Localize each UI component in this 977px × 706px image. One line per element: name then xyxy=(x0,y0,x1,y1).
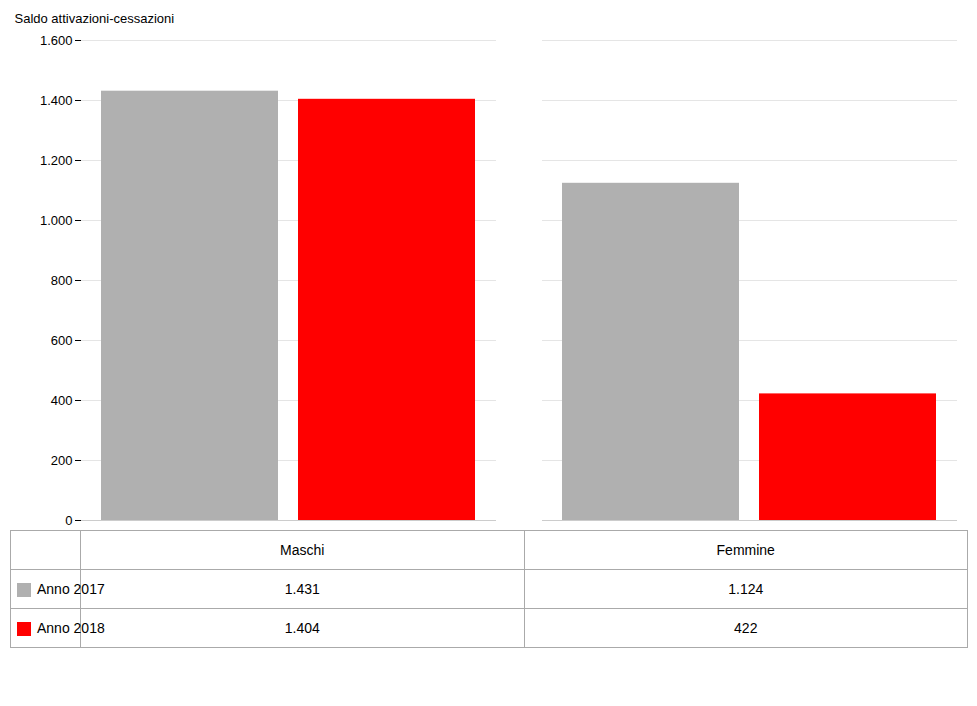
html-text:Anno 2017: Anno 2017 xyxy=(37,580,105,597)
svg-text:1.200: 1.200 xyxy=(40,153,73,168)
svg-text:0: 0 xyxy=(65,513,72,528)
svg-text:1.600: 1.600 xyxy=(40,33,73,48)
svg-text:200: 200 xyxy=(51,453,73,468)
html-text:1.124: 1.124 xyxy=(728,581,764,597)
html-text:Femmine: Femmine xyxy=(716,542,775,558)
html-text:422: 422 xyxy=(734,620,758,636)
html-text:Anno 2018: Anno 2018 xyxy=(37,619,105,636)
html-text:Maschi: Maschi xyxy=(280,542,325,558)
svg-text:400: 400 xyxy=(51,393,73,408)
svg-text:800: 800 xyxy=(51,273,73,288)
svg-text:600: 600 xyxy=(51,333,73,348)
svg-text:Saldo attivazioni-cessazioni: Saldo attivazioni-cessazioni xyxy=(15,11,175,26)
html-text:1.431: 1.431 xyxy=(284,581,320,597)
svg-text:1.000: 1.000 xyxy=(40,213,73,228)
svg-text:1.400: 1.400 xyxy=(40,93,73,108)
html-text:1.404: 1.404 xyxy=(284,620,320,636)
